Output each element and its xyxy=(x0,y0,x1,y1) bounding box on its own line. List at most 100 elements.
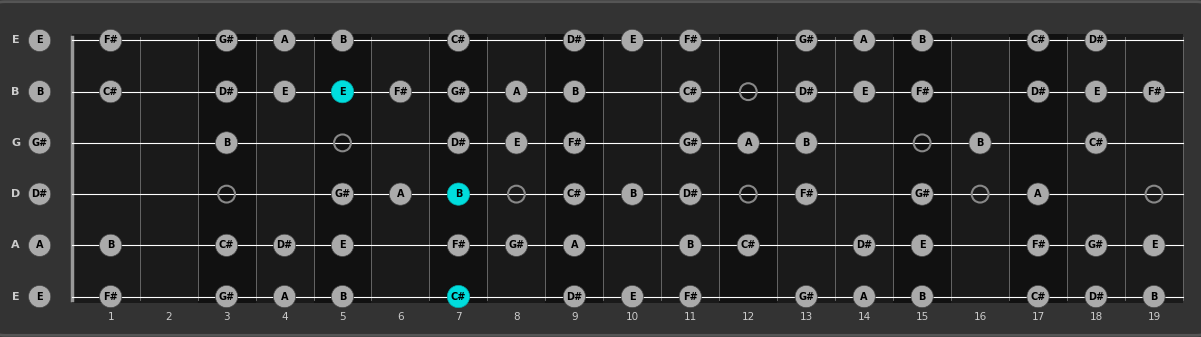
Text: F#: F# xyxy=(799,189,813,199)
Text: D#: D# xyxy=(682,189,698,199)
Text: B: B xyxy=(570,87,578,97)
Text: 3: 3 xyxy=(223,312,229,322)
Text: D: D xyxy=(11,189,20,199)
Text: 1: 1 xyxy=(107,312,114,322)
Text: B: B xyxy=(919,292,926,302)
Text: C#: C# xyxy=(567,189,582,199)
Text: G#: G# xyxy=(1088,240,1104,250)
Text: C#: C# xyxy=(450,35,466,45)
Text: D#: D# xyxy=(856,240,872,250)
Text: 16: 16 xyxy=(974,312,987,322)
Text: E: E xyxy=(281,87,288,97)
Text: 11: 11 xyxy=(683,312,697,322)
Text: G#: G# xyxy=(31,138,48,148)
Text: B: B xyxy=(1151,292,1158,302)
Text: F#: F# xyxy=(393,87,408,97)
Text: E: E xyxy=(36,292,43,302)
Text: F#: F# xyxy=(683,35,698,45)
Text: B: B xyxy=(802,138,809,148)
Text: A: A xyxy=(281,292,288,302)
Text: A: A xyxy=(281,35,288,45)
Text: G#: G# xyxy=(450,87,466,97)
Text: D#: D# xyxy=(450,138,466,148)
Text: G#: G# xyxy=(914,189,931,199)
Text: A: A xyxy=(396,189,405,199)
Text: F#: F# xyxy=(452,240,466,250)
Text: 8: 8 xyxy=(513,312,520,322)
Text: B: B xyxy=(12,87,19,97)
Text: E: E xyxy=(513,138,520,148)
Text: C#: C# xyxy=(219,240,234,250)
Text: E: E xyxy=(12,292,19,302)
Text: B: B xyxy=(223,138,231,148)
Text: G#: G# xyxy=(799,292,814,302)
Text: C#: C# xyxy=(1030,35,1046,45)
Text: E: E xyxy=(12,35,19,45)
Text: E: E xyxy=(629,292,635,302)
Text: D#: D# xyxy=(276,240,293,250)
Text: 9: 9 xyxy=(570,312,578,322)
Text: E: E xyxy=(1093,87,1099,97)
Text: C#: C# xyxy=(1088,138,1104,148)
Text: B: B xyxy=(687,240,694,250)
Text: F#: F# xyxy=(915,87,930,97)
Text: E: E xyxy=(1151,240,1158,250)
Text: E: E xyxy=(36,35,43,45)
Text: A: A xyxy=(36,240,43,250)
Text: D#: D# xyxy=(1088,292,1104,302)
Text: B: B xyxy=(339,35,346,45)
Text: E: E xyxy=(629,35,635,45)
Text: F#: F# xyxy=(1030,240,1045,250)
Text: B: B xyxy=(976,138,984,148)
Text: B: B xyxy=(107,240,114,250)
Text: 19: 19 xyxy=(1147,312,1160,322)
Text: F#: F# xyxy=(567,138,581,148)
Text: F#: F# xyxy=(683,292,698,302)
Text: 18: 18 xyxy=(1089,312,1103,322)
Text: 10: 10 xyxy=(626,312,639,322)
Text: G#: G# xyxy=(799,35,814,45)
Text: G#: G# xyxy=(219,35,234,45)
Text: C#: C# xyxy=(450,292,466,302)
Text: 2: 2 xyxy=(166,312,172,322)
Text: G#: G# xyxy=(219,292,234,302)
Text: 14: 14 xyxy=(858,312,871,322)
Text: G#: G# xyxy=(682,138,698,148)
Text: C#: C# xyxy=(741,240,755,250)
Text: A: A xyxy=(513,87,520,97)
Text: C#: C# xyxy=(103,87,119,97)
Text: A: A xyxy=(570,240,578,250)
Text: D#: D# xyxy=(799,87,814,97)
Text: D#: D# xyxy=(567,292,582,302)
Text: F#: F# xyxy=(1147,87,1161,97)
Text: A: A xyxy=(1034,189,1041,199)
Text: D#: D# xyxy=(1030,87,1046,97)
Text: 7: 7 xyxy=(455,312,461,322)
Text: A: A xyxy=(745,138,752,148)
Text: D#: D# xyxy=(31,189,48,199)
Text: F#: F# xyxy=(103,292,118,302)
Text: B: B xyxy=(36,87,43,97)
Text: A: A xyxy=(860,292,868,302)
Text: B: B xyxy=(919,35,926,45)
Text: B: B xyxy=(628,189,637,199)
Text: E: E xyxy=(861,87,867,97)
Text: G#: G# xyxy=(508,240,525,250)
Text: E: E xyxy=(919,240,926,250)
Text: E: E xyxy=(339,240,346,250)
Text: 4: 4 xyxy=(281,312,288,322)
Text: B: B xyxy=(339,292,346,302)
Text: D#: D# xyxy=(219,87,234,97)
Text: 15: 15 xyxy=(915,312,928,322)
Text: 6: 6 xyxy=(398,312,404,322)
Text: C#: C# xyxy=(1030,292,1046,302)
Text: F#: F# xyxy=(103,35,118,45)
Text: 13: 13 xyxy=(800,312,813,322)
Text: G: G xyxy=(11,138,20,148)
Text: A: A xyxy=(11,240,20,250)
Text: E: E xyxy=(339,87,346,97)
Text: 17: 17 xyxy=(1032,312,1045,322)
Text: 5: 5 xyxy=(339,312,346,322)
Text: D#: D# xyxy=(1088,35,1104,45)
Text: B: B xyxy=(455,189,462,199)
